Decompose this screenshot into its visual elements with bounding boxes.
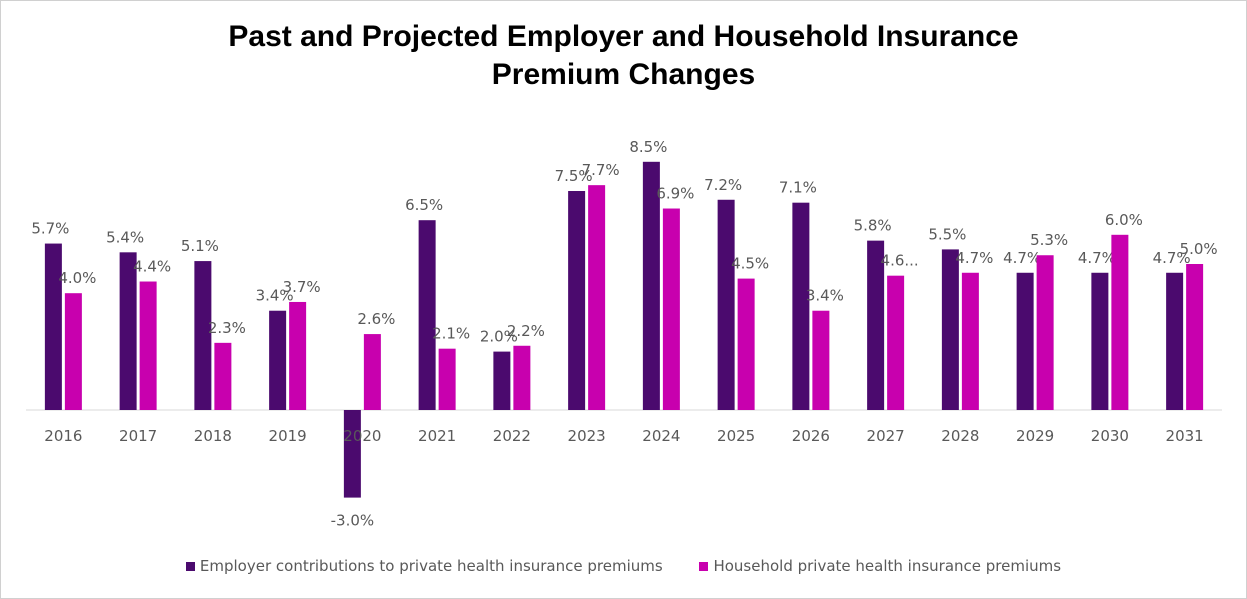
x-tick-label-2026: 2026 [792, 427, 830, 445]
bar-employer-2030 [1091, 272, 1109, 410]
bar-household-2016 [64, 293, 82, 410]
bar-household-2021 [438, 348, 456, 410]
x-tick-label-2027: 2027 [867, 427, 905, 445]
x-tick-label-2031: 2031 [1166, 427, 1204, 445]
x-tick-label-2021: 2021 [418, 427, 456, 445]
data-label-household-2022: 2.2% [507, 322, 545, 340]
bar-employer-2024 [642, 161, 660, 410]
bar-employer-2019 [269, 310, 287, 410]
data-label-employer-2016: 5.7% [31, 220, 69, 238]
bar-employer-2016 [44, 243, 62, 410]
data-label-employer-2027: 5.8% [854, 217, 892, 235]
bar-employer-2031 [1166, 272, 1184, 410]
data-label-household-2019: 3.7% [283, 278, 321, 296]
legend-item-employer: Employer contributions to private health… [185, 557, 663, 575]
data-label-household-2020: 2.6% [357, 310, 395, 328]
x-tick-label-2018: 2018 [194, 427, 232, 445]
x-tick-label-2028: 2028 [941, 427, 979, 445]
bar-employer-2021 [418, 220, 436, 410]
data-label-household-2027: 4.6... [881, 252, 919, 270]
x-tick-label-2023: 2023 [568, 427, 606, 445]
bar-household-2020 [363, 334, 381, 410]
bar-household-2018 [214, 342, 232, 410]
x-tick-label-2024: 2024 [642, 427, 680, 445]
bar-household-2031 [1186, 264, 1204, 410]
data-label-employer-2031: 4.7% [1153, 249, 1191, 267]
data-label-employer-2021: 6.5% [405, 196, 443, 214]
data-label-household-2023: 7.7% [582, 161, 620, 179]
bar-employer-2025 [717, 199, 735, 410]
chart-title-line-2: Premium Changes [491, 58, 756, 91]
data-label-employer-2019: 3.4% [256, 287, 294, 305]
bar-employer-2020 [343, 410, 361, 498]
bar-employer-2017 [119, 252, 137, 410]
data-label-employer-2017: 5.4% [106, 228, 144, 246]
bar-employer-2027 [867, 240, 885, 410]
x-tick-label-2016: 2016 [44, 427, 82, 445]
bar-household-2028 [961, 272, 979, 410]
bar-household-2030 [1111, 234, 1129, 410]
data-label-household-2024: 6.9% [656, 185, 694, 203]
data-label-household-2028: 4.7% [955, 249, 993, 267]
x-tick-label-2029: 2029 [1016, 427, 1054, 445]
data-label-employer-2022: 2.0% [480, 328, 518, 346]
bar-household-2026 [812, 310, 830, 410]
bar-household-2022 [513, 345, 531, 410]
bar-household-2024 [662, 208, 680, 410]
legend-label-employer: Employer contributions to private health… [199, 557, 663, 575]
legend-swatch-household [699, 562, 709, 571]
x-tick-label-2019: 2019 [269, 427, 307, 445]
chart-title-line-1: Past and Projected Employer and Househol… [228, 20, 1019, 53]
data-label-employer-2018: 5.1% [181, 237, 219, 255]
legend-item-household: Household private health insurance premi… [699, 557, 1061, 575]
bar-household-2027 [887, 275, 905, 410]
bar-employer-2018 [194, 261, 212, 410]
data-label-household-2029: 5.3% [1030, 231, 1068, 249]
x-tick-label-2030: 2030 [1091, 427, 1129, 445]
bar-household-2025 [737, 278, 755, 410]
data-label-employer-2024: 8.5% [629, 138, 667, 156]
bar-employer-2022 [493, 351, 511, 410]
data-label-household-2026: 3.4% [806, 287, 844, 305]
bar-employer-2023 [568, 191, 586, 410]
x-tick-label-2022: 2022 [493, 427, 531, 445]
data-label-employer-2030: 4.7% [1078, 249, 1116, 267]
data-label-employer-2029: 4.7% [1003, 249, 1041, 267]
legend-swatch-employer [185, 562, 195, 571]
data-label-household-2021: 2.1% [432, 325, 470, 343]
data-label-employer-2026: 7.1% [779, 179, 817, 197]
data-label-household-2017: 4.4% [133, 258, 171, 276]
bar-household-2029 [1036, 255, 1054, 410]
data-label-household-2018: 2.3% [208, 319, 246, 337]
bar-household-2019 [289, 301, 307, 410]
data-label-employer-2020: -3.0% [331, 512, 375, 530]
data-label-employer-2023: 7.5% [555, 167, 593, 185]
data-label-household-2030: 6.0% [1105, 211, 1143, 229]
x-tick-label-2020: 2020 [343, 427, 381, 445]
legend-label-household: Household private health insurance premi… [713, 557, 1062, 575]
x-tick-label-2025: 2025 [717, 427, 755, 445]
data-label-household-2031: 5.0% [1180, 240, 1218, 258]
data-label-household-2025: 4.5% [731, 255, 769, 273]
bar-household-2017 [139, 281, 157, 410]
x-tick-label-2017: 2017 [119, 427, 157, 445]
bar-employer-2029 [1016, 272, 1034, 410]
chart-title: Past and Projected Employer and Househol… [0, 18, 1247, 94]
data-label-employer-2028: 5.5% [928, 225, 966, 243]
data-label-employer-2025: 7.2% [704, 176, 742, 194]
bar-household-2023 [588, 185, 606, 410]
chart-legend: Employer contributions to private health… [0, 557, 1247, 575]
bar-employer-2026 [792, 202, 810, 410]
bar-employer-2028 [941, 249, 959, 410]
data-label-household-2016: 4.0% [58, 269, 96, 287]
